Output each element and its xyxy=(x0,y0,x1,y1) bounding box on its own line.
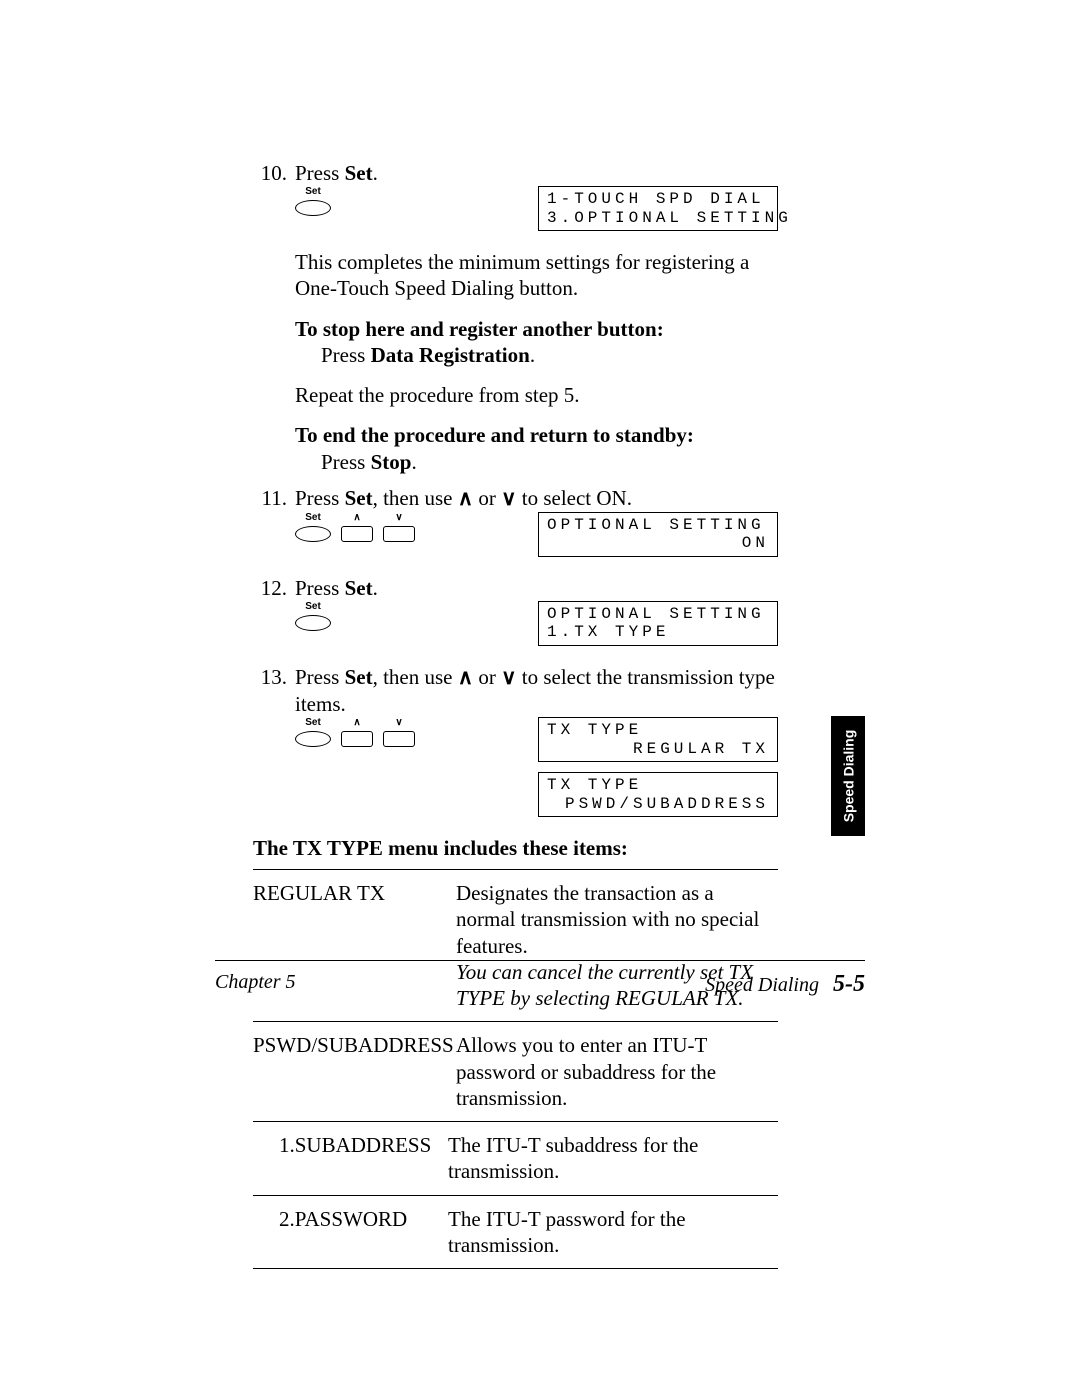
lcd-stack: TX TYPE REGULAR TX TX TYPE PSWD/SUBADDRE… xyxy=(538,717,778,817)
end-heading: To end the procedure and return to stand… xyxy=(295,422,778,448)
step-13: 13. Press Set, then use ∧ or ∨ to select… xyxy=(253,664,778,817)
rect-button-icon xyxy=(341,526,373,542)
table-row: 1.SUBADDRESS The ITU-T subaddress for th… xyxy=(253,1122,778,1196)
lcd-display: 1-TOUCH SPD DIAL 3.OPTIONAL SETTING xyxy=(538,186,778,231)
cell-label: 2.PASSWORD xyxy=(253,1206,448,1259)
step-11: 11. Press Set, then use ∧ or ∨ to select… xyxy=(253,485,778,557)
set-button-icon: Set xyxy=(295,717,331,747)
end-body: Press Stop. xyxy=(321,449,778,475)
rect-button-icon xyxy=(383,731,415,747)
up-arrow-glyph: ∧ xyxy=(458,666,473,689)
oval-button-icon xyxy=(295,200,331,216)
rect-button-icon xyxy=(341,731,373,747)
table-row: REGULAR TX Designates the transaction as… xyxy=(253,869,778,1022)
step-12: 12. Press Set. Set OPTIONAL SETTING 1.TX… xyxy=(253,575,778,646)
step-text: Press Set. xyxy=(287,575,778,601)
manual-page: 10. Press Set. Set 1-TOUCH SPD DIAL 3.OP… xyxy=(0,0,1080,1397)
oval-button-icon xyxy=(295,731,331,747)
step-text: Press Set, then use ∧ or ∨ to select the… xyxy=(287,664,778,718)
tx-type-heading: The TX TYPE menu includes these items: xyxy=(253,835,778,861)
paragraph: This completes the minimum settings for … xyxy=(295,249,778,302)
down-arrow-glyph: ∨ xyxy=(501,487,516,510)
stop-heading: To stop here and register another button… xyxy=(295,316,778,342)
footer-right: Speed Dialing 5-5 xyxy=(705,971,865,998)
footer-chapter: Chapter 5 xyxy=(215,971,296,998)
cell-desc: The ITU-T password for the transmission. xyxy=(448,1206,778,1259)
button-group: Set ∧ ∨ xyxy=(295,512,425,542)
content-column: 10. Press Set. Set 1-TOUCH SPD DIAL 3.OP… xyxy=(253,160,778,1269)
lcd-display: OPTIONAL SETTING ON xyxy=(538,512,778,557)
lcd-display: TX TYPE REGULAR TX xyxy=(538,717,778,762)
end-section: To end the procedure and return to stand… xyxy=(295,422,778,475)
set-button-label: Set xyxy=(305,601,321,614)
stop-body: Press Data Registration. xyxy=(321,342,778,368)
up-button-icon: ∧ xyxy=(341,717,373,747)
down-arrow-glyph: ∨ xyxy=(501,666,516,689)
side-tab-label: Speed Dialing xyxy=(840,730,856,823)
step-number: 13. xyxy=(253,664,287,690)
step-10: 10. Press Set. Set 1-TOUCH SPD DIAL 3.OP… xyxy=(253,160,778,231)
set-button-label: Set xyxy=(305,717,321,730)
table-row: PSWD/SUBADDRESS Allows you to enter an I… xyxy=(253,1022,778,1122)
step-text: Press Set. xyxy=(287,160,778,186)
chapter-side-tab: Speed Dialing xyxy=(831,716,865,836)
step-number: 10. xyxy=(253,160,287,186)
rect-button-icon xyxy=(383,526,415,542)
oval-button-icon xyxy=(295,615,331,631)
page-footer: Chapter 5 Speed Dialing 5-5 xyxy=(215,960,865,998)
up-button-icon: ∧ xyxy=(341,512,373,542)
repeat-line: Repeat the procedure from step 5. xyxy=(295,382,778,408)
table-row: 2.PASSWORD The ITU-T password for the tr… xyxy=(253,1196,778,1270)
set-button-label: Set xyxy=(305,186,321,199)
lcd-display: TX TYPE PSWD/SUBADDRESS xyxy=(538,772,778,817)
step-number: 12. xyxy=(253,575,287,601)
set-button-icon: Set xyxy=(295,512,331,542)
down-button-icon: ∨ xyxy=(383,717,415,747)
footer-page-num: 5-5 xyxy=(833,971,865,998)
lcd-display: OPTIONAL SETTING 1.TX TYPE xyxy=(538,601,778,646)
cell-label: PSWD/SUBADDRESS xyxy=(253,1032,456,1111)
oval-button-icon xyxy=(295,526,331,542)
stop-section: To stop here and register another button… xyxy=(295,316,778,369)
cell-desc: The ITU-T subaddress for the transmissio… xyxy=(448,1132,778,1185)
set-button-icon: Set xyxy=(295,601,331,631)
up-arrow-glyph: ∧ xyxy=(458,487,473,510)
button-group: Set ∧ ∨ xyxy=(295,717,425,747)
cell-desc: Allows you to enter an ITU-T password or… xyxy=(456,1032,778,1111)
step-text: Press Set, then use ∧ or ∨ to select ON. xyxy=(287,485,778,512)
set-button-label: Set xyxy=(305,512,321,525)
down-button-icon: ∨ xyxy=(383,512,415,542)
step-number: 11. xyxy=(253,485,287,511)
footer-section: Speed Dialing xyxy=(705,974,819,997)
set-button-icon: Set xyxy=(295,186,331,216)
tx-type-table: REGULAR TX Designates the transaction as… xyxy=(253,869,778,1269)
cell-label: 1.SUBADDRESS xyxy=(253,1132,448,1185)
